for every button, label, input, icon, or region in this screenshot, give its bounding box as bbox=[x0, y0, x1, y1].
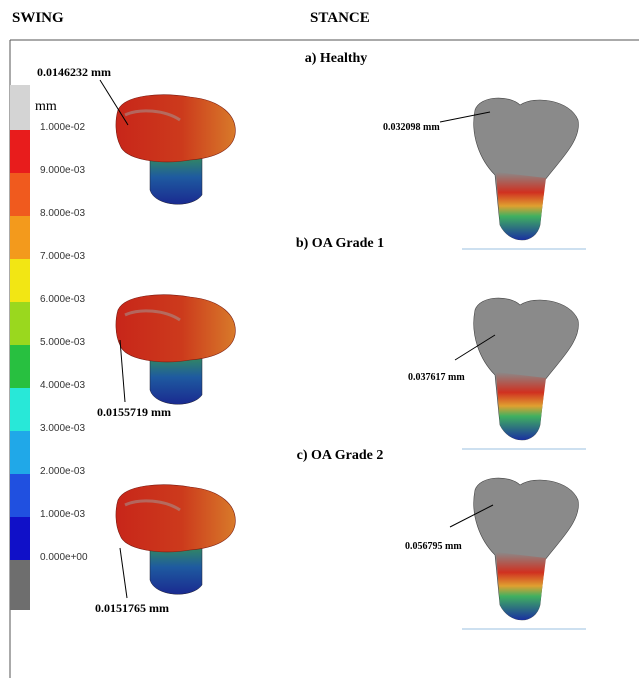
stance-bone bbox=[462, 98, 586, 249]
header-left: SWING bbox=[12, 10, 64, 26]
legend-label: 2.000e-03 bbox=[40, 466, 85, 477]
stance-bone bbox=[462, 478, 586, 629]
stance-bone bbox=[462, 298, 586, 449]
colorbar bbox=[10, 85, 30, 610]
swing-bone bbox=[116, 485, 235, 595]
legend-label: 8.000e-03 bbox=[40, 208, 85, 219]
stance-label: 0.032098 mm bbox=[383, 122, 440, 133]
panel-title: a) Healthy bbox=[305, 51, 368, 66]
legend-label: 4.000e-03 bbox=[40, 380, 85, 391]
legend-label: 7.000e-03 bbox=[40, 251, 85, 262]
swing-bone bbox=[116, 95, 235, 205]
swing-label: 0.0146232 mm bbox=[37, 65, 111, 79]
legend-label: 1.000e-02 bbox=[40, 122, 85, 133]
legend-label: 3.000e-03 bbox=[40, 423, 85, 434]
legend-label: 0.000e+00 bbox=[40, 552, 88, 563]
stance-label: 0.037617 mm bbox=[408, 372, 465, 383]
legend-label: 5.000e-03 bbox=[40, 337, 85, 348]
panel-title: b) OA Grade 1 bbox=[296, 236, 384, 251]
swing-label: 0.0155719 mm bbox=[97, 405, 171, 419]
legend-unit: mm bbox=[35, 99, 57, 114]
header-right: STANCE bbox=[310, 10, 370, 26]
legend-label: 6.000e-03 bbox=[40, 294, 85, 305]
legend-label: 9.000e-03 bbox=[40, 165, 85, 176]
panel-title: c) OA Grade 2 bbox=[297, 448, 384, 463]
swing-bone bbox=[116, 295, 235, 405]
figure: SWING STANCE mm 1.000e-02 9.000e-03 8.000e… bbox=[0, 0, 639, 678]
stance-label: 0.056795 mm bbox=[405, 541, 462, 552]
legend-label: 1.000e-03 bbox=[40, 509, 85, 520]
swing-label: 0.0151765 mm bbox=[95, 601, 169, 615]
